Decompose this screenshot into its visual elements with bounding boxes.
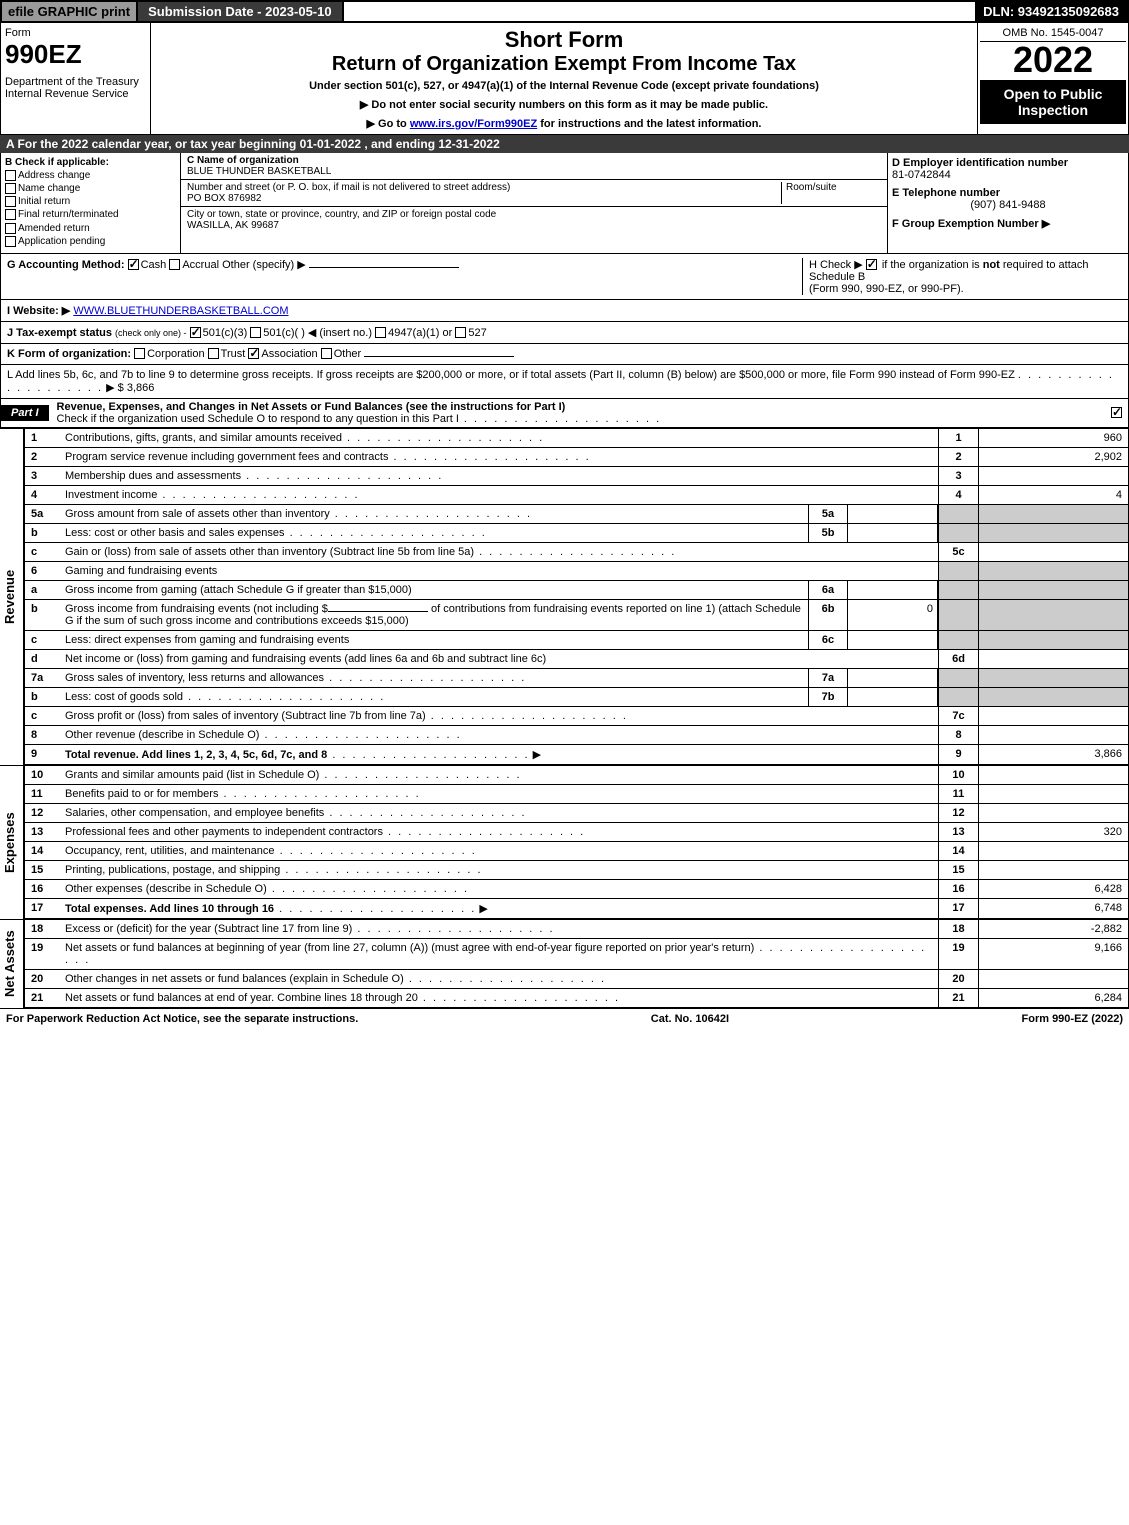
schedule-o-checkbox[interactable] bbox=[1111, 407, 1122, 418]
section-c: C Name of organization BLUE THUNDER BASK… bbox=[181, 153, 888, 253]
section-j: J Tax-exempt status (check only one) - 5… bbox=[0, 322, 1129, 344]
open-public-badge: Open to Public Inspection bbox=[980, 80, 1126, 124]
amended-return-checkbox[interactable]: Amended return bbox=[5, 223, 176, 234]
city-label: City or town, state or province, country… bbox=[187, 209, 496, 220]
i-label: I Website: ▶ bbox=[7, 305, 70, 317]
dln-label: DLN: 93492135092683 bbox=[975, 2, 1127, 21]
part-i-badge: Part I bbox=[1, 405, 49, 421]
phone-value: (907) 841-9488 bbox=[892, 199, 1124, 211]
top-bar: efile GRAPHIC print Submission Date - 20… bbox=[0, 0, 1129, 23]
l-text: L Add lines 5b, 6c, and 7b to line 9 to … bbox=[7, 369, 1015, 381]
e-phone-label: E Telephone number bbox=[892, 187, 1124, 199]
ssn-note: ▶ Do not enter social security numbers o… bbox=[161, 98, 967, 111]
footer: For Paperwork Reduction Act Notice, see … bbox=[0, 1008, 1129, 1029]
4947-checkbox[interactable] bbox=[375, 327, 386, 338]
form-label: Form bbox=[5, 27, 146, 39]
527-checkbox[interactable] bbox=[455, 327, 466, 338]
section-g-h: G Accounting Method: Cash Accrual Other … bbox=[0, 254, 1129, 300]
website-link[interactable]: WWW.BLUETHUNDERBASKETBALL.COM bbox=[73, 305, 288, 317]
irs-link[interactable]: www.irs.gov/Form990EZ bbox=[410, 118, 537, 130]
final-return-checkbox[interactable]: Final return/terminated bbox=[5, 209, 176, 220]
c-name-label: C Name of organization bbox=[187, 155, 299, 166]
expenses-vertical-label: Expenses bbox=[0, 765, 24, 919]
j-label: J Tax-exempt status bbox=[7, 327, 112, 339]
org-name: BLUE THUNDER BASKETBALL bbox=[187, 166, 331, 177]
short-form-title: Short Form bbox=[161, 27, 967, 53]
ein-value: 81-0742844 bbox=[892, 169, 1124, 181]
revenue-vertical-label: Revenue bbox=[0, 428, 24, 765]
header-right: OMB No. 1545-0047 2022 Open to Public In… bbox=[978, 23, 1128, 134]
association-checkbox[interactable] bbox=[248, 348, 259, 359]
501c-checkbox[interactable] bbox=[250, 327, 261, 338]
corporation-checkbox[interactable] bbox=[134, 348, 145, 359]
address-change-checkbox[interactable]: Address change bbox=[5, 170, 176, 181]
cash-checkbox[interactable] bbox=[128, 259, 139, 270]
h-checkbox[interactable] bbox=[866, 259, 877, 270]
header-left: Form 990EZ Department of the Treasury In… bbox=[1, 23, 151, 134]
section-k: K Form of organization: Corporation Trus… bbox=[0, 344, 1129, 365]
street-value: PO BOX 876982 bbox=[187, 193, 262, 204]
form-ref: Form 990-EZ (2022) bbox=[1022, 1013, 1124, 1025]
department-label: Department of the Treasury Internal Reve… bbox=[5, 76, 146, 100]
name-change-checkbox[interactable]: Name change bbox=[5, 183, 176, 194]
submission-date-button[interactable]: Submission Date - 2023-05-10 bbox=[138, 2, 344, 21]
info-block: B Check if applicable: Address change Na… bbox=[0, 153, 1129, 254]
section-d-e-f: D Employer identification number 81-0742… bbox=[888, 153, 1128, 253]
part-i-title: Revenue, Expenses, and Changes in Net As… bbox=[57, 401, 566, 413]
goto-note: ▶ Go to www.irs.gov/Form990EZ for instru… bbox=[161, 117, 967, 130]
f-group-label: F Group Exemption Number ▶ bbox=[892, 217, 1124, 230]
other-org-checkbox[interactable] bbox=[321, 348, 332, 359]
netassets-vertical-label: Net Assets bbox=[0, 919, 24, 1008]
l-value: ▶ $ 3,866 bbox=[106, 382, 154, 394]
efile-print-button[interactable]: efile GRAPHIC print bbox=[2, 2, 138, 21]
section-l: L Add lines 5b, 6c, and 7b to line 9 to … bbox=[0, 365, 1129, 399]
b-heading: B Check if applicable: bbox=[5, 157, 176, 168]
initial-return-checkbox[interactable]: Initial return bbox=[5, 196, 176, 207]
g-label: G Accounting Method: bbox=[7, 259, 125, 271]
paperwork-notice: For Paperwork Reduction Act Notice, see … bbox=[6, 1013, 358, 1025]
part-i-sub: Check if the organization used Schedule … bbox=[57, 413, 459, 425]
city-value: WASILLA, AK 99687 bbox=[187, 220, 279, 231]
street-label: Number and street (or P. O. box, if mail… bbox=[187, 182, 510, 193]
return-title: Return of Organization Exempt From Incom… bbox=[161, 53, 967, 76]
trust-checkbox[interactable] bbox=[208, 348, 219, 359]
section-i: I Website: ▶ WWW.BLUETHUNDERBASKETBALL.C… bbox=[0, 300, 1129, 322]
form-header: Form 990EZ Department of the Treasury In… bbox=[0, 23, 1129, 135]
section-a-period: A For the 2022 calendar year, or tax yea… bbox=[0, 135, 1129, 153]
501c3-checkbox[interactable] bbox=[190, 327, 201, 338]
d-ein-label: D Employer identification number bbox=[892, 157, 1124, 169]
part-i-header: Part I Revenue, Expenses, and Changes in… bbox=[0, 399, 1129, 428]
form-number: 990EZ bbox=[5, 39, 146, 70]
tax-year: 2022 bbox=[980, 42, 1126, 78]
header-mid: Short Form Return of Organization Exempt… bbox=[151, 23, 978, 134]
k-label: K Form of organization: bbox=[7, 348, 131, 360]
section-b: B Check if applicable: Address change Na… bbox=[1, 153, 181, 253]
subtitle: Under section 501(c), 527, or 4947(a)(1)… bbox=[161, 80, 967, 92]
cat-no: Cat. No. 10642I bbox=[651, 1013, 729, 1025]
accrual-checkbox[interactable] bbox=[169, 259, 180, 270]
room-label: Room/suite bbox=[786, 182, 837, 193]
application-pending-checkbox[interactable]: Application pending bbox=[5, 236, 176, 247]
